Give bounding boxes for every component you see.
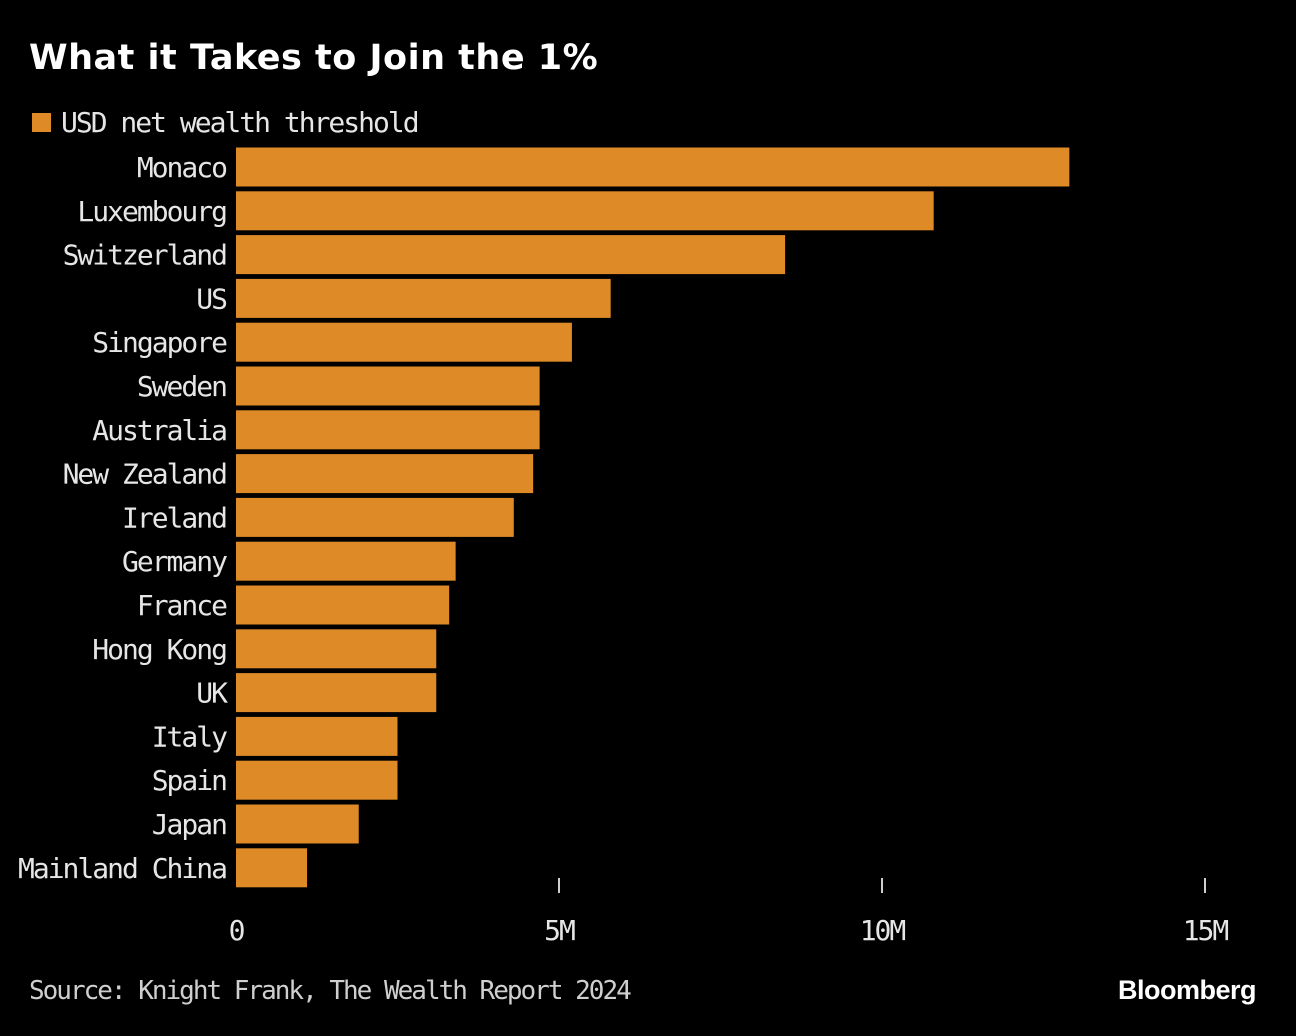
bar	[236, 410, 540, 450]
x-tick-label: 0	[229, 914, 245, 947]
category-label: New Zealand	[63, 458, 227, 491]
category-label: Mainland China	[18, 852, 226, 885]
source-note: Source: Knight Frank, The Wealth Report …	[29, 976, 632, 1006]
category-label: France	[137, 589, 227, 622]
legend-label: USD net wealth threshold	[61, 106, 420, 139]
bar	[236, 673, 437, 713]
bar	[236, 760, 398, 800]
bar	[236, 497, 514, 537]
x-tick-label: 15M	[1183, 914, 1229, 947]
legend: USD net wealth threshold	[32, 106, 420, 139]
legend-swatch	[32, 113, 51, 132]
category-label: Spain	[152, 764, 226, 797]
category-label: Hong Kong	[92, 633, 226, 666]
bar	[236, 629, 437, 669]
category-label: US	[196, 282, 227, 315]
bar	[236, 366, 540, 406]
category-label: Australia	[92, 414, 226, 447]
bar	[236, 541, 456, 581]
category-label: Monaco	[137, 151, 226, 184]
category-label: Ireland	[122, 501, 226, 534]
bar-chart: Monaco Luxembourg Switzerland US Singapore Sw…	[18, 147, 1230, 947]
x-tick-label: 5M	[544, 914, 575, 947]
bar	[236, 804, 359, 844]
category-label: Japan	[152, 808, 226, 841]
bar	[236, 585, 450, 625]
category-label: Italy	[152, 720, 227, 753]
category-label: Germany	[122, 545, 227, 578]
x-tick-label: 10M	[860, 914, 906, 947]
bar	[236, 716, 398, 756]
bar	[236, 322, 572, 362]
bar	[236, 147, 1070, 187]
category-label: Switzerland	[63, 239, 227, 272]
bloomberg-logo: Bloomberg	[1117, 975, 1257, 1005]
bar	[236, 454, 534, 494]
bar	[236, 235, 786, 275]
category-label: UK	[196, 677, 228, 710]
category-label: Luxembourg	[77, 195, 226, 228]
category-label: Sweden	[137, 370, 226, 403]
bar	[236, 278, 611, 318]
bar	[236, 191, 934, 231]
chart-title: What it Takes to Join the 1%	[29, 38, 599, 78]
bar	[236, 848, 308, 888]
category-label: Singapore	[92, 326, 227, 359]
